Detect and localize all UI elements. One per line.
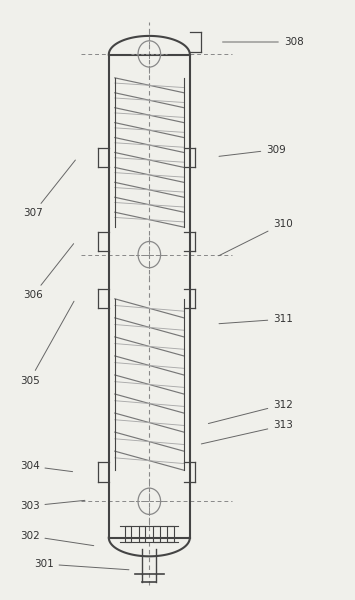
Bar	[167, 526, 174, 542]
Text: 304: 304	[20, 461, 73, 472]
Text: 311: 311	[219, 314, 293, 324]
Text: 307: 307	[23, 160, 75, 218]
Text: 313: 313	[201, 421, 293, 444]
Bar	[139, 526, 145, 542]
Bar	[153, 526, 160, 542]
Text: 303: 303	[20, 500, 85, 511]
Text: 312: 312	[208, 400, 293, 424]
Text: 308: 308	[223, 37, 304, 47]
Text: 305: 305	[20, 301, 74, 386]
Text: 301: 301	[34, 559, 129, 570]
Text: 309: 309	[219, 145, 286, 157]
Text: 306: 306	[23, 244, 73, 300]
Bar	[125, 526, 131, 542]
Text: 302: 302	[20, 531, 94, 545]
Text: 310: 310	[219, 218, 293, 256]
